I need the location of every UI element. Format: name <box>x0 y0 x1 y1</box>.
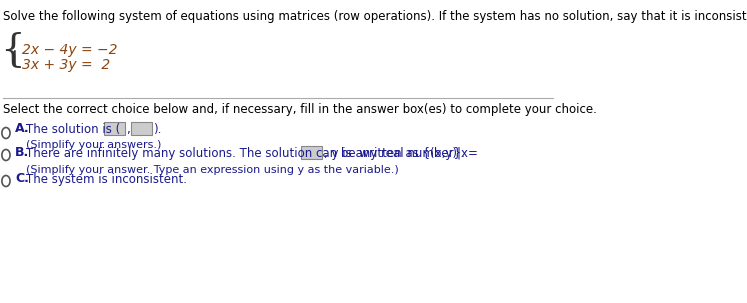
Text: , y is any real number}.: , y is any real number}. <box>323 146 465 159</box>
Text: There are infinitely many solutions. The solution can be written as {(x,y)|x=: There are infinitely many solutions. The… <box>26 146 478 159</box>
Text: (Simplify your answer. Type an expression using y as the variable.): (Simplify your answer. Type an expressio… <box>26 165 399 175</box>
Text: {: { <box>0 32 25 69</box>
Text: (Simplify your answers.): (Simplify your answers.) <box>26 140 161 150</box>
Text: ,: , <box>126 122 130 135</box>
FancyBboxPatch shape <box>104 122 125 135</box>
Text: B.: B. <box>15 146 29 159</box>
Text: 3x + 3y =  2: 3x + 3y = 2 <box>22 58 111 72</box>
Text: C.: C. <box>15 172 29 185</box>
Text: Select the correct choice below and, if necessary, fill in the answer box(es) to: Select the correct choice below and, if … <box>3 103 597 116</box>
FancyBboxPatch shape <box>302 146 322 159</box>
Text: A.: A. <box>15 122 30 135</box>
Text: Solve the following system of equations using matrices (row operations). If the : Solve the following system of equations … <box>3 10 747 23</box>
FancyBboxPatch shape <box>131 122 152 135</box>
Text: 2x − 4y = −2: 2x − 4y = −2 <box>22 43 118 57</box>
Text: ).: ). <box>152 122 161 135</box>
Text: The solution is (: The solution is ( <box>26 122 120 135</box>
Text: The system is inconsistent.: The system is inconsistent. <box>26 172 187 185</box>
